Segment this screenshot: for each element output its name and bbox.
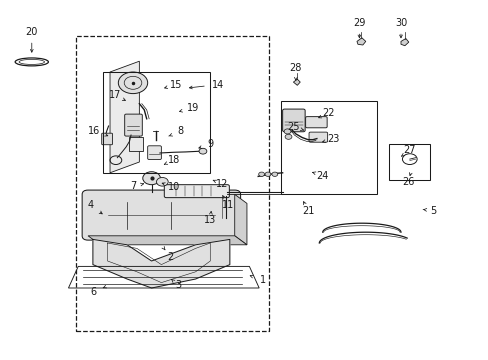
- Bar: [388, 144, 429, 180]
- Circle shape: [284, 129, 290, 134]
- Text: 17: 17: [108, 90, 121, 100]
- Circle shape: [285, 134, 291, 139]
- Text: 23: 23: [326, 134, 339, 144]
- Text: 24: 24: [316, 171, 328, 181]
- Polygon shape: [293, 79, 300, 85]
- FancyBboxPatch shape: [82, 190, 240, 240]
- FancyBboxPatch shape: [128, 137, 142, 151]
- Polygon shape: [110, 61, 139, 173]
- Text: 14: 14: [211, 80, 224, 90]
- Circle shape: [156, 177, 168, 186]
- Text: 13: 13: [203, 215, 216, 225]
- Bar: [281, 101, 376, 194]
- Text: 1: 1: [260, 275, 265, 285]
- Text: 30: 30: [394, 18, 407, 28]
- Text: 12: 12: [216, 179, 228, 189]
- FancyBboxPatch shape: [305, 117, 326, 128]
- Text: 29: 29: [352, 18, 365, 28]
- Text: 8: 8: [178, 126, 183, 136]
- Polygon shape: [93, 239, 229, 288]
- Polygon shape: [356, 38, 365, 45]
- Polygon shape: [400, 39, 408, 46]
- Text: 19: 19: [186, 103, 199, 113]
- FancyBboxPatch shape: [164, 185, 229, 198]
- Text: 2: 2: [167, 252, 173, 262]
- FancyBboxPatch shape: [124, 114, 142, 136]
- Circle shape: [199, 148, 206, 154]
- FancyBboxPatch shape: [147, 146, 161, 159]
- Text: 20: 20: [25, 27, 38, 37]
- FancyBboxPatch shape: [102, 133, 112, 145]
- FancyBboxPatch shape: [282, 109, 305, 132]
- Circle shape: [258, 172, 264, 176]
- Circle shape: [142, 172, 160, 185]
- Text: 9: 9: [207, 139, 213, 149]
- Text: 5: 5: [430, 206, 436, 216]
- Text: 16: 16: [88, 126, 101, 136]
- Circle shape: [271, 172, 277, 176]
- Text: 28: 28: [289, 63, 302, 73]
- Bar: [102, 72, 210, 173]
- Text: 7: 7: [130, 181, 136, 192]
- Polygon shape: [234, 194, 246, 245]
- Text: 18: 18: [167, 155, 180, 165]
- Polygon shape: [88, 236, 246, 245]
- Text: 22: 22: [322, 108, 334, 118]
- Text: 6: 6: [91, 287, 97, 297]
- Text: 25: 25: [286, 122, 299, 132]
- Circle shape: [118, 72, 147, 94]
- Text: 11: 11: [222, 200, 234, 210]
- Text: 26: 26: [401, 177, 414, 187]
- Text: 4: 4: [87, 200, 93, 210]
- Text: 10: 10: [167, 182, 180, 192]
- Circle shape: [264, 172, 270, 176]
- Bar: [76, 36, 268, 331]
- FancyBboxPatch shape: [308, 132, 327, 142]
- Text: 15: 15: [169, 80, 182, 90]
- Text: 3: 3: [175, 280, 181, 291]
- Text: 27: 27: [403, 145, 415, 156]
- Text: 21: 21: [301, 206, 314, 216]
